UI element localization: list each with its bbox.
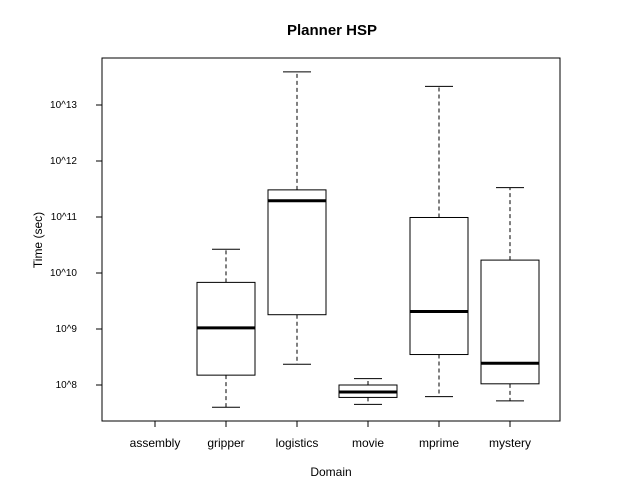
y-tick-label: 10^11	[51, 212, 78, 223]
x-tick-label: assembly	[130, 436, 181, 450]
y-tick-label: 10^12	[50, 156, 77, 167]
box-iqr	[267, 189, 327, 316]
x-tick-label: gripper	[207, 436, 244, 450]
chart-title: Planner HSP	[287, 22, 377, 39]
box-iqr	[409, 216, 469, 356]
y-tick-label: 10^8	[56, 380, 78, 391]
y-tick-label: 10^10	[50, 268, 77, 279]
x-tick-label: movie	[352, 436, 384, 450]
x-tick-label: logistics	[276, 436, 319, 450]
plot-area-frame	[101, 57, 561, 422]
y-tick-label: 10^13	[50, 100, 77, 111]
x-axis-label: Domain	[310, 465, 351, 479]
x-tick-label: mprime	[419, 436, 459, 450]
box-iqr	[480, 259, 540, 385]
x-axis: assembly gripper logistics movie mprime myste…	[130, 421, 531, 450]
x-tick-label: mystery	[489, 436, 531, 450]
y-axis: 10^8 10^9 10^10 10^11 10^12 10^13	[50, 100, 102, 391]
y-tick-label: 10^9	[56, 324, 78, 335]
y-axis-label: Time (sec)	[31, 212, 45, 268]
box-series	[196, 71, 540, 408]
